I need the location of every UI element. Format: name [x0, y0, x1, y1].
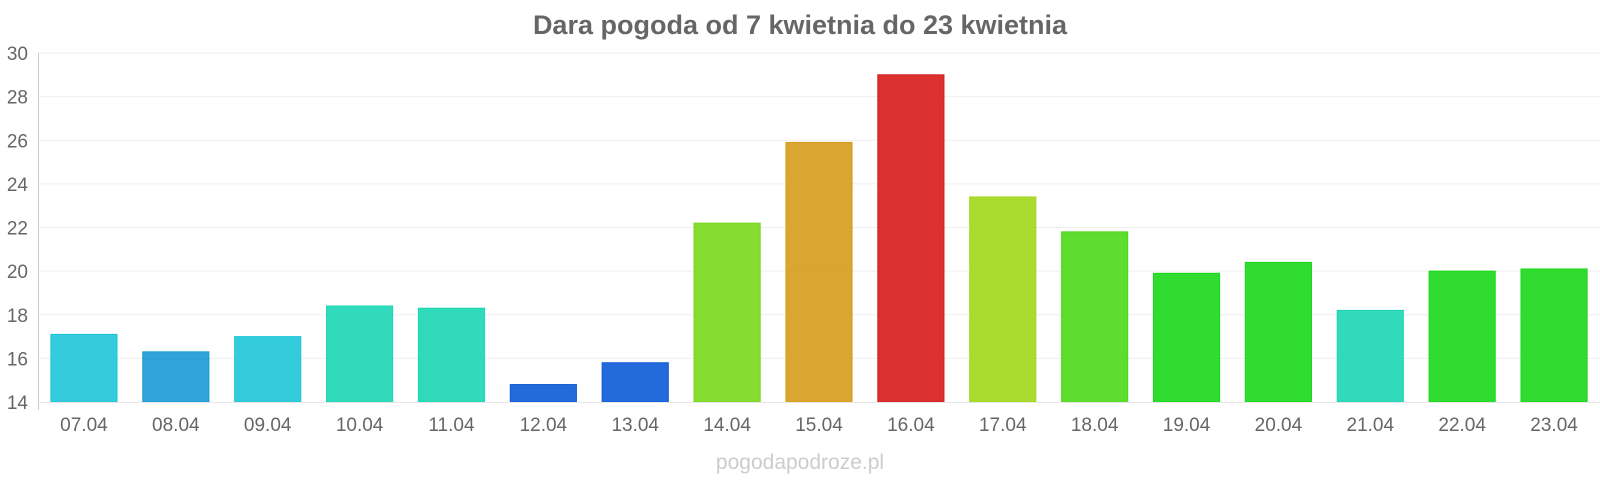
bar-17.04	[969, 196, 1037, 403]
y-tick-label: 28	[7, 88, 28, 109]
x-tick-label: 10.04	[336, 415, 384, 436]
bar-19.04	[1152, 272, 1221, 403]
x-tick-label: 08.04	[152, 415, 200, 436]
footer-source: pogodapodroze.pl	[715, 451, 885, 474]
bar-series	[50, 74, 1588, 403]
y-tick-label: 20	[7, 262, 28, 283]
bar-16.04	[877, 74, 945, 403]
y-tick-label: 18	[7, 306, 28, 327]
x-tick-label: 22.04	[1438, 415, 1486, 436]
x-tick-label: 11.04	[428, 415, 475, 436]
bar-09.04	[234, 336, 302, 403]
x-tick-label: 12.04	[520, 415, 568, 436]
chart-title: Dara pogoda od 7 kwietnia do 23 kwietnia	[532, 10, 1068, 40]
x-tick-label: 14.04	[703, 415, 751, 436]
y-tick-label: 30	[7, 44, 28, 65]
y-tick-label: 26	[7, 131, 28, 152]
bar-18.04	[1061, 231, 1129, 403]
y-tick-label: 22	[7, 219, 28, 240]
x-axis-tick-labels: 07.04 08.04 09.04 10.04 11.04 12.04 13.04 14.04…	[60, 415, 1578, 436]
x-tick-label: 20.04	[1255, 415, 1303, 436]
bar-08.04	[142, 351, 210, 403]
bar-23.04	[1520, 268, 1588, 403]
bar-07.04	[50, 333, 118, 403]
y-axis-tick-labels: 14 16 18 20 22 24 26 28 30	[7, 44, 29, 414]
x-tick-label: 18.04	[1071, 415, 1119, 436]
x-tick-label: 13.04	[611, 415, 659, 436]
bar-14.04	[693, 222, 761, 403]
axes	[38, 53, 1600, 410]
bar-15.04	[785, 141, 853, 403]
bar-21.04	[1336, 309, 1404, 403]
y-tick-label: 24	[7, 175, 29, 196]
x-tick-label: 16.04	[887, 415, 935, 436]
x-tick-label: 17.04	[979, 415, 1027, 436]
bar-11.04	[417, 307, 486, 403]
x-tick-label: 21.04	[1347, 415, 1395, 436]
bar-10.04	[326, 305, 394, 403]
y-tick-label: 14	[7, 393, 29, 414]
bar-20.04	[1244, 261, 1312, 403]
bar-13.04	[601, 362, 669, 403]
x-tick-label: 15.04	[795, 415, 843, 436]
x-tick-label: 19.04	[1163, 415, 1211, 436]
bar-12.04	[509, 384, 577, 403]
x-tick-label: 23.04	[1530, 415, 1578, 436]
x-tick-label: 07.04	[60, 415, 108, 436]
y-tick-label: 16	[7, 349, 28, 370]
x-tick-label: 09.04	[244, 415, 292, 436]
bar-22.04	[1428, 270, 1496, 403]
